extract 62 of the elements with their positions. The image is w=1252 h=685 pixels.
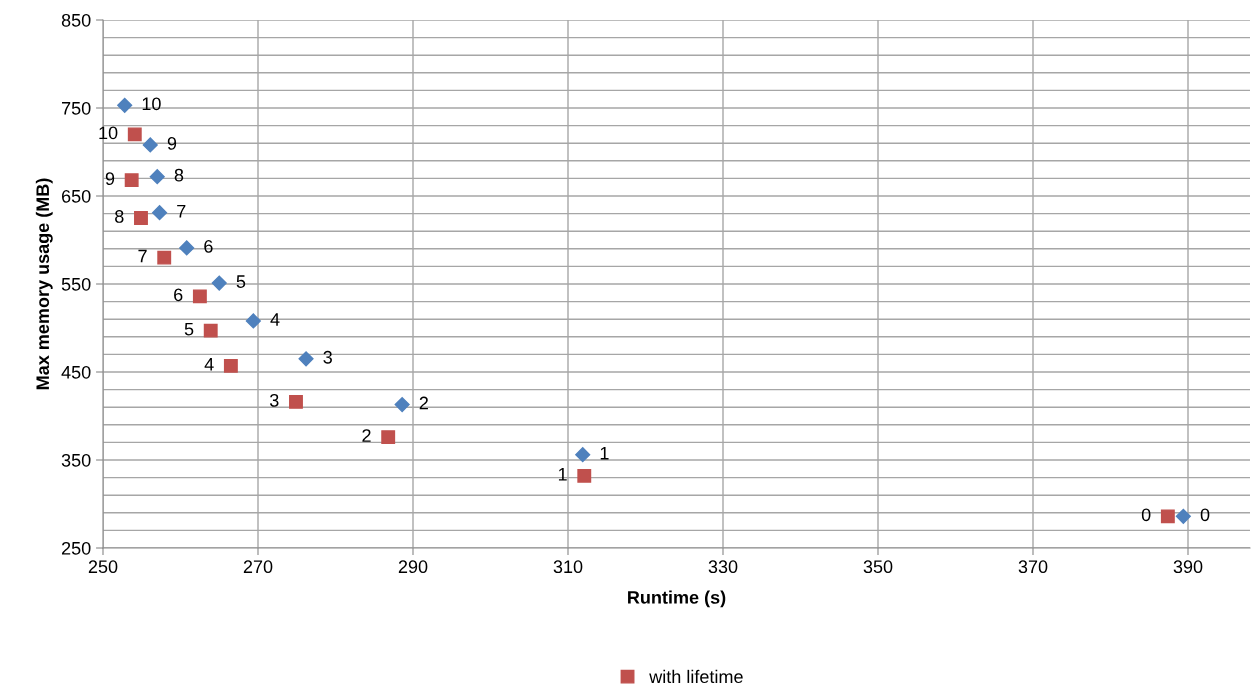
point bbox=[1160, 509, 1175, 524]
point bbox=[394, 396, 410, 413]
point bbox=[152, 205, 168, 221]
annotation: 5 bbox=[184, 322, 194, 336]
point bbox=[223, 358, 238, 373]
point bbox=[124, 173, 139, 188]
point bbox=[203, 323, 218, 338]
annotation: 1 bbox=[558, 468, 567, 481]
x-tick-label: 270 bbox=[243, 560, 273, 574]
x-axis-title: Runtime (s) bbox=[628, 590, 726, 608]
annotation: 3 bbox=[269, 393, 279, 407]
point bbox=[1175, 508, 1191, 524]
y-tick-label: 550 bbox=[61, 277, 91, 291]
point bbox=[245, 313, 261, 329]
x-tick-label: 350 bbox=[863, 560, 893, 574]
annotation: 1 bbox=[600, 446, 609, 460]
annotation: 7 bbox=[177, 204, 186, 218]
y-tick-label: 350 bbox=[61, 453, 91, 467]
point bbox=[211, 275, 227, 291]
point bbox=[192, 289, 207, 304]
x-tick-label: 370 bbox=[1018, 560, 1048, 574]
annotation: 2 bbox=[419, 396, 428, 410]
annotation: 3 bbox=[323, 350, 332, 364]
annotation: 0 bbox=[1141, 508, 1151, 522]
annotation: 5 bbox=[236, 275, 246, 288]
annotation: 8 bbox=[174, 168, 184, 182]
annotation: 8 bbox=[115, 210, 124, 223]
annotation: 10 bbox=[99, 126, 118, 140]
x-tick-label: 390 bbox=[1173, 560, 1203, 574]
x-tick-label: 250 bbox=[88, 560, 118, 574]
x-tick-label: 310 bbox=[553, 560, 583, 574]
annotation: 6 bbox=[174, 288, 183, 302]
annotation: 9 bbox=[167, 137, 177, 150]
point bbox=[381, 430, 396, 445]
point bbox=[157, 250, 172, 265]
point bbox=[127, 127, 142, 142]
point bbox=[289, 394, 303, 409]
annotation: 7 bbox=[138, 249, 147, 263]
point bbox=[179, 240, 195, 256]
y-tick-label: 250 bbox=[61, 541, 91, 555]
annotation: 4 bbox=[270, 313, 280, 326]
y-tick-label: 750 bbox=[62, 101, 91, 115]
point bbox=[149, 169, 165, 185]
annotation: 10 bbox=[142, 97, 161, 111]
point bbox=[142, 137, 158, 153]
annotation: 4 bbox=[204, 358, 214, 371]
annotation: 0 bbox=[1200, 508, 1210, 522]
y-axis-title: Max memory usage (MB) bbox=[35, 178, 53, 390]
x-tick-label: 290 bbox=[398, 560, 428, 574]
point bbox=[298, 351, 314, 367]
point bbox=[577, 468, 592, 483]
point bbox=[134, 211, 148, 225]
legend-label: with lifetime bbox=[649, 669, 743, 684]
x-tick-label: 330 bbox=[708, 560, 738, 574]
annotation: 9 bbox=[105, 172, 115, 186]
annotation: 2 bbox=[362, 429, 371, 442]
y-tick-label: 850 bbox=[61, 13, 91, 27]
point bbox=[575, 447, 591, 463]
y-tick-label: 450 bbox=[61, 365, 91, 379]
y-tick-label: 650 bbox=[61, 189, 91, 203]
point bbox=[117, 97, 133, 113]
annotation: 6 bbox=[204, 239, 213, 253]
